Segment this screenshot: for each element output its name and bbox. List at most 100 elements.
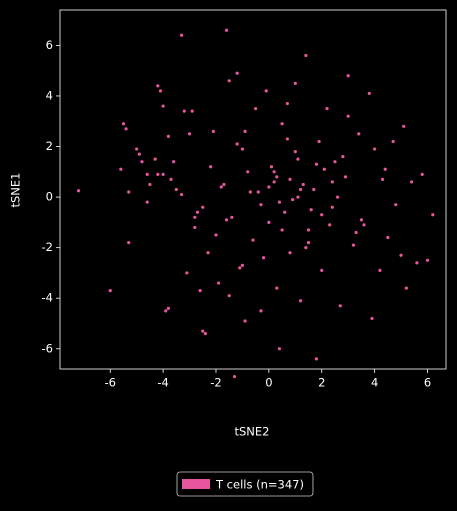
point — [357, 132, 361, 136]
point — [272, 180, 276, 184]
point — [238, 266, 242, 270]
point — [182, 109, 186, 113]
x-tick-label: -6 — [104, 376, 115, 390]
x-axis-label: tSNE2 — [235, 425, 270, 439]
point — [336, 195, 340, 199]
point — [148, 182, 152, 187]
x-tick-label: 2 — [318, 376, 325, 390]
point — [386, 235, 390, 240]
point — [187, 132, 192, 136]
point — [330, 205, 334, 209]
point — [172, 160, 176, 164]
point — [156, 172, 160, 176]
legend-box — [176, 471, 314, 497]
x-tick-label: 6 — [424, 376, 431, 390]
point — [367, 91, 371, 96]
point — [140, 160, 144, 164]
point — [293, 81, 297, 85]
point — [240, 147, 245, 151]
point — [214, 233, 218, 237]
point — [259, 309, 263, 313]
point — [410, 180, 414, 184]
point — [206, 251, 210, 255]
point — [243, 129, 247, 133]
point — [124, 127, 128, 131]
point — [201, 205, 205, 209]
point — [211, 129, 215, 133]
point — [285, 137, 289, 141]
point — [425, 258, 430, 262]
point — [203, 332, 208, 336]
point — [158, 89, 163, 93]
point — [293, 149, 297, 154]
point — [121, 122, 126, 126]
point — [298, 187, 303, 192]
point — [346, 114, 350, 118]
point — [277, 347, 282, 351]
legend-swatch — [182, 479, 210, 489]
point — [343, 175, 348, 179]
point — [185, 271, 189, 275]
point — [333, 160, 337, 164]
point — [256, 190, 260, 194]
point — [391, 139, 395, 144]
point — [264, 89, 268, 93]
point — [227, 294, 231, 298]
point — [301, 182, 305, 187]
point — [402, 124, 406, 128]
point — [275, 286, 279, 290]
point — [243, 319, 247, 323]
y-tick-label: -6 — [42, 341, 53, 355]
point — [180, 192, 184, 197]
point — [145, 200, 149, 204]
point — [291, 198, 295, 202]
x-tick-label: -2 — [210, 376, 221, 390]
point — [230, 215, 234, 219]
legend-label: T cells (n=347) — [215, 478, 304, 492]
point — [251, 238, 255, 242]
point — [227, 79, 231, 83]
point — [378, 268, 382, 273]
point — [153, 157, 157, 161]
point — [248, 190, 252, 194]
point — [259, 203, 263, 207]
point — [346, 74, 350, 78]
point — [261, 256, 266, 260]
point — [76, 189, 81, 193]
point — [232, 374, 237, 379]
point — [217, 281, 221, 285]
point — [127, 190, 131, 194]
point — [135, 147, 139, 151]
point — [383, 167, 387, 171]
point — [145, 172, 149, 176]
point — [161, 172, 165, 176]
point — [190, 109, 194, 113]
point — [312, 187, 316, 192]
point — [341, 155, 345, 159]
point — [283, 210, 287, 214]
point — [314, 162, 319, 166]
point — [198, 289, 202, 293]
point — [288, 177, 292, 181]
point — [235, 71, 239, 75]
point — [330, 180, 334, 184]
point — [317, 139, 321, 144]
x-tick-label: 0 — [265, 376, 272, 390]
point — [314, 357, 319, 361]
point — [362, 223, 366, 227]
point — [370, 316, 374, 321]
point — [394, 203, 398, 207]
point — [161, 104, 165, 108]
point — [296, 195, 300, 199]
point — [224, 28, 229, 32]
point — [277, 200, 282, 204]
point — [325, 106, 329, 111]
point — [351, 243, 356, 247]
point — [338, 304, 342, 308]
point — [420, 172, 424, 176]
point — [166, 134, 170, 139]
point — [269, 165, 274, 169]
point — [373, 147, 377, 151]
y-tick-label: 4 — [46, 88, 53, 102]
